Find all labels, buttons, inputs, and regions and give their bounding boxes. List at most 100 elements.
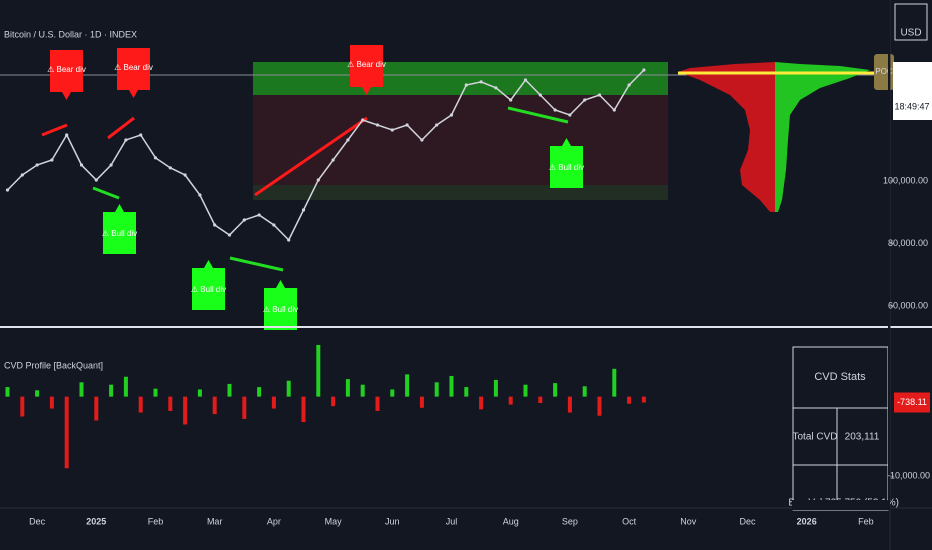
bear-label-box — [50, 50, 83, 92]
x-tick-label: Sep — [562, 516, 578, 526]
bear-label-pointer — [62, 92, 71, 100]
price-tag — [893, 62, 932, 120]
cvd-bar — [627, 396, 632, 404]
x-tick-label: Jul — [446, 516, 458, 526]
cvd-bar — [508, 396, 513, 405]
price-point — [449, 113, 454, 117]
cvd-bar — [271, 396, 276, 409]
price-point — [94, 178, 98, 182]
chart-title: Bitcoin / U.S. Dollar · 1D · INDEX — [4, 29, 137, 39]
x-tick-label: Mar — [207, 516, 223, 526]
cvd-bar — [390, 389, 395, 397]
price-point — [272, 223, 276, 227]
support-zone — [253, 185, 668, 200]
y-tick-label: -10,000.00 — [887, 471, 930, 481]
price-point — [168, 166, 172, 170]
bull-label: ⚠ Bull div — [191, 285, 226, 294]
stats-title: CVD Stats — [814, 371, 866, 383]
axis-gap — [888, 0, 890, 510]
currency-box[interactable] — [894, 3, 928, 41]
cvd-bar — [257, 387, 262, 397]
price-point — [375, 123, 380, 127]
bull-label-pointer — [204, 260, 213, 268]
price-point — [50, 158, 54, 162]
x-tick-label: Aug — [503, 516, 519, 526]
cvd-bar — [94, 396, 99, 421]
price-point — [5, 188, 10, 192]
current-value-label: -738.11 — [897, 397, 927, 407]
cvd-bar — [464, 387, 469, 397]
bull-label-pointer — [562, 138, 571, 146]
price-point — [597, 93, 602, 97]
cvd-bar — [331, 396, 336, 407]
cvd-bar — [5, 387, 10, 397]
y-tick-label: 100,000.00 — [883, 175, 928, 185]
price-point — [331, 158, 335, 162]
cvd-bar — [286, 380, 291, 397]
price-point — [405, 123, 409, 127]
x-tick-label: Feb — [148, 516, 164, 526]
bull-label-box — [192, 268, 225, 310]
x-tick-label: Jun — [385, 516, 400, 526]
bear-label: ⚠ Bear div — [114, 63, 153, 72]
bull-label-pointer — [115, 204, 124, 212]
price-point — [257, 213, 261, 217]
bull-label: ⚠ Bull div — [263, 305, 298, 314]
cvd-bar — [109, 384, 114, 397]
price-point — [153, 156, 158, 160]
cvd-bar — [479, 396, 484, 410]
x-tick-label: Oct — [622, 516, 637, 526]
price-point — [568, 113, 572, 117]
stats-label: Total CVD — [792, 432, 837, 443]
price-point — [509, 98, 513, 102]
cvd-bar — [345, 379, 350, 397]
divergence-lines — [41, 106, 569, 272]
price-point — [583, 98, 587, 102]
x-tick-label: Nov — [680, 516, 697, 526]
range-zone — [253, 95, 668, 200]
price-point — [20, 173, 24, 177]
price-point — [287, 238, 291, 242]
x-tick-label: Feb — [858, 516, 874, 526]
bull-label-pointer — [276, 280, 285, 288]
poc-label: POC — [875, 67, 893, 76]
stats-value: 203,111 — [845, 432, 880, 443]
bull-label: ⚠ Bull div — [549, 163, 584, 172]
price-point — [361, 118, 365, 122]
x-tick-label: Dec — [29, 516, 46, 526]
cvd-bar — [242, 396, 247, 419]
cvd-bar — [612, 368, 617, 397]
price-point — [464, 83, 468, 87]
x-tick-label: May — [325, 516, 343, 526]
cvd-bar — [582, 386, 587, 397]
cvd-bar — [523, 384, 528, 397]
cvd-bar — [212, 396, 217, 415]
price-point — [494, 86, 498, 90]
price-point — [612, 108, 616, 112]
stats-table — [792, 346, 889, 511]
price-point — [316, 178, 320, 182]
y-tick-label: 60,000.00 — [888, 300, 928, 310]
cvd-bar — [49, 396, 54, 409]
cvd-bar — [375, 396, 380, 411]
cvd-bar — [493, 379, 498, 397]
price-point — [139, 133, 143, 137]
cvd-bar — [301, 396, 306, 423]
bear-label: ⚠ Bear div — [347, 60, 386, 69]
x-tick-label: 2025 — [86, 516, 106, 526]
price-point — [198, 193, 202, 197]
cvd-bar — [123, 376, 128, 397]
cvd-bar — [597, 396, 602, 416]
bull-label: ⚠ Bull div — [102, 229, 137, 238]
currency: USD — [900, 28, 921, 39]
cvd-bar — [64, 396, 69, 469]
x-tick-label: Dec — [739, 516, 756, 526]
price-point — [523, 78, 528, 82]
price-point — [65, 133, 69, 137]
price-point — [627, 83, 631, 87]
bear-label-pointer — [129, 90, 138, 98]
cvd-bar — [316, 344, 321, 397]
cvd-bar — [553, 383, 558, 397]
cvd-bar — [405, 374, 410, 397]
